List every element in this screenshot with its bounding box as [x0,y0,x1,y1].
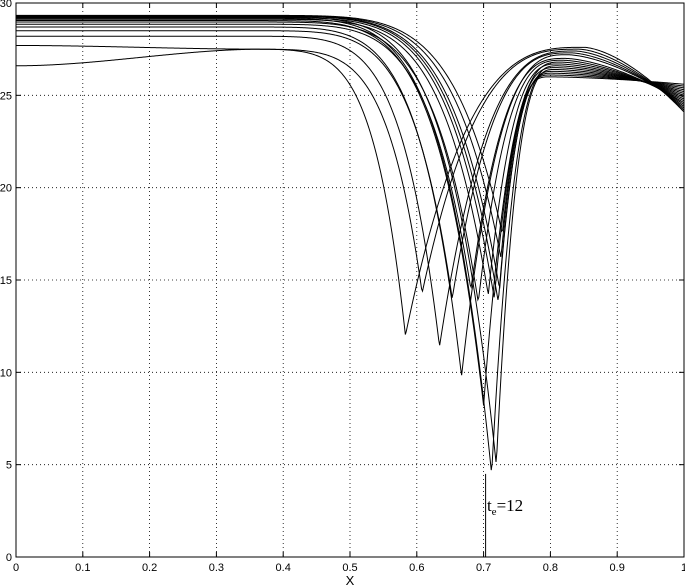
series-line [16,14,685,233]
series-group [16,14,685,471]
series-line [16,26,685,376]
te-annotation-base: t [487,496,492,515]
y-tick-label: 25 [0,90,12,102]
y-tick-label: 30 [0,0,12,10]
series-line [16,18,685,294]
series-line [16,30,685,298]
x-tick-label: 0.2 [142,562,157,574]
te-annotation: te=12 [487,496,523,518]
series-line [16,17,685,298]
y-tick-label: 10 [0,367,12,379]
x-tick-label: 0.1 [75,562,90,574]
x-tick-label: 0.3 [209,562,224,574]
te-annotation-value: =12 [497,496,524,515]
x-tick-label: 0.8 [543,562,558,574]
x-tick-label: 0.9 [610,562,625,574]
y-tick-label: 15 [0,275,12,287]
y-tick-label: 20 [0,183,12,195]
x-axis-label: X [346,573,355,587]
x-tick-label: 0.5 [342,562,357,574]
x-tick-label: 0.7 [476,562,491,574]
x-tick-label: 0.6 [409,562,424,574]
series-line [16,35,685,346]
series-line [16,17,685,471]
series-line [16,20,685,406]
y-tick-label: 0 [6,552,12,564]
series-line [16,46,685,335]
series-line [16,44,685,293]
y-tick-label: 5 [6,460,12,472]
y-tick-labels: 0 5 10 15 20 25 30 [0,0,12,564]
series-line [16,16,685,462]
x-tick-label: 0 [13,562,19,574]
x-tick-labels: 0 0.1 0.2 0.3 0.4 0.5 0.6 0.7 0.8 0.9 1 [13,562,685,574]
x-tick-label: 0.4 [276,562,291,574]
te-annotation-subscript: e [492,506,497,518]
grid-lines [16,3,684,557]
tick-marks [15,2,685,558]
x-tick-label: 1 [681,562,685,574]
series-line [16,23,685,289]
